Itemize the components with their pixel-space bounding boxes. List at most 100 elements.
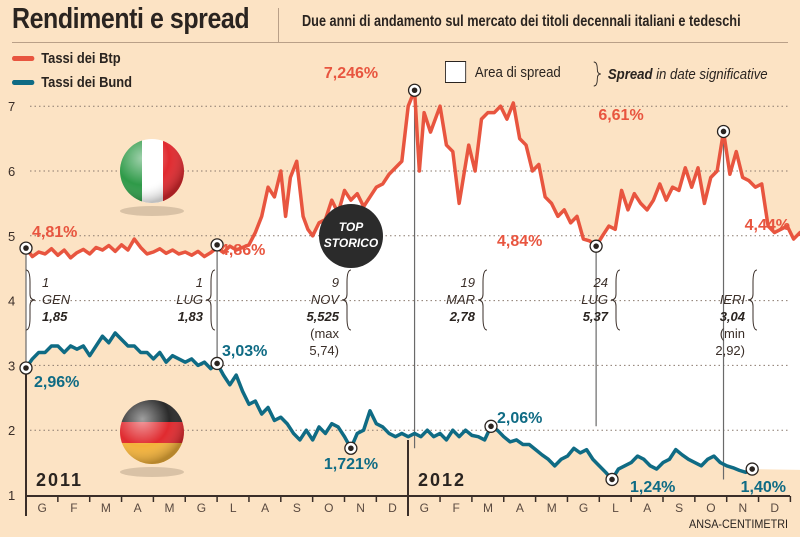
spread-brace xyxy=(747,269,758,331)
x-tick-label: M xyxy=(547,501,557,515)
year-label-2011: 2011 xyxy=(36,470,83,490)
x-tick-label: N xyxy=(738,501,747,515)
spread-value: 1,83 xyxy=(178,309,204,324)
badge-text: TOP xyxy=(339,220,364,234)
spread-area xyxy=(26,90,800,480)
y-tick-label: 7 xyxy=(8,99,15,114)
x-tick-label: A xyxy=(134,501,142,515)
header-rule xyxy=(12,42,788,43)
x-tick-label: S xyxy=(675,501,683,515)
data-marker-dot xyxy=(23,245,29,251)
legend-area-label: Area di spread xyxy=(474,63,561,81)
spread-day: 24 xyxy=(593,275,608,290)
data-marker-dot xyxy=(593,243,599,249)
data-marker-dot xyxy=(411,87,418,94)
data-marker-dot xyxy=(749,466,755,472)
spread-extra: 2,92) xyxy=(715,343,745,358)
btp-value-label: 6,61% xyxy=(598,107,643,124)
flag-shine xyxy=(120,400,184,464)
x-tick-label: O xyxy=(324,501,333,515)
spread-value: 1,85 xyxy=(42,309,68,324)
x-tick-label: M xyxy=(483,501,493,515)
spread-month: LUG xyxy=(581,292,608,307)
btp-value-label: 7,246% xyxy=(324,65,378,82)
btp-value-label: 4,86% xyxy=(220,242,265,259)
legend-btp-label: Tassi dei Btp xyxy=(41,50,121,67)
y-tick-label: 6 xyxy=(8,164,15,179)
brace-icon xyxy=(593,61,601,87)
btp-value-label: 4,44% xyxy=(745,217,790,234)
chart-title: Rendimenti e spread xyxy=(12,3,250,35)
x-tick-label: G xyxy=(197,501,206,515)
y-tick-label: 3 xyxy=(8,358,15,373)
data-marker-dot xyxy=(720,128,727,135)
legend-spread-dates: Spread in date significative xyxy=(592,61,768,87)
btp-value-label: 4,84% xyxy=(497,233,542,250)
spread-day: 9 xyxy=(332,275,339,290)
flag-shine xyxy=(120,139,184,203)
spread-month: NOV xyxy=(311,292,341,307)
data-marker-dot xyxy=(214,242,220,248)
x-tick-label: G xyxy=(37,501,46,515)
spread-month: MAR xyxy=(446,292,475,307)
x-tick-label: O xyxy=(706,501,715,515)
spread-brace xyxy=(25,269,36,331)
spread-value: 5,37 xyxy=(583,309,609,324)
bund-value-label: 2,06% xyxy=(497,410,542,427)
data-marker-dot xyxy=(348,445,354,452)
x-tick-label: M xyxy=(101,501,111,515)
btp-value-label: 4,81% xyxy=(32,224,77,241)
x-tick-label: A xyxy=(261,501,269,515)
x-tick-label: D xyxy=(770,501,779,515)
btp-line xyxy=(24,88,800,260)
x-tick-label: D xyxy=(388,501,397,515)
spread-brace xyxy=(341,269,352,331)
data-marker-dot xyxy=(488,423,494,430)
germany-flag-icon xyxy=(120,400,184,464)
spread-extra: 5,74) xyxy=(309,343,339,358)
data-marker-dot xyxy=(214,360,220,367)
spread-brace xyxy=(610,269,621,331)
x-tick-label: F xyxy=(453,501,460,515)
italy-flag-icon xyxy=(120,139,184,203)
flag-shadow xyxy=(120,467,184,477)
y-tick-label: 5 xyxy=(8,229,15,244)
spread-value: 3,04 xyxy=(720,309,746,324)
legend-spread-rest: in date significative xyxy=(656,65,768,83)
legend-area-swatch xyxy=(445,61,467,83)
legend-bund: Tassi dei Bund xyxy=(12,74,132,91)
bund-value-label: 1,721% xyxy=(324,456,378,473)
x-tick-label: L xyxy=(612,501,619,515)
y-tick-label: 4 xyxy=(8,294,15,309)
source-credit: ANSA-CENTIMETRI xyxy=(688,517,788,531)
legend-bund-label: Tassi dei Bund xyxy=(41,74,133,91)
bund-value-label: 1,40% xyxy=(741,479,786,496)
x-tick-label: G xyxy=(579,501,588,515)
flag-shadow xyxy=(120,206,184,216)
x-tick-label: M xyxy=(165,501,175,515)
x-tick-label: N xyxy=(356,501,365,515)
spread-value: 5,525 xyxy=(306,309,339,324)
spread-day: 19 xyxy=(461,275,475,290)
legend-spread-area: Area di spread xyxy=(445,61,561,83)
bund-value-label: 1,24% xyxy=(630,479,675,496)
legend-btp-swatch xyxy=(12,56,35,61)
top-storico-badge xyxy=(319,204,383,268)
y-tick-label: 1 xyxy=(8,488,15,503)
year-label-2012: 2012 xyxy=(418,470,466,490)
legend-bund-swatch xyxy=(12,80,35,85)
x-tick-label: S xyxy=(293,501,301,515)
spread-brace xyxy=(477,269,488,331)
legend-spread-bold: Spread xyxy=(607,65,653,83)
x-tick-label: L xyxy=(230,501,237,515)
x-tick-label: G xyxy=(420,501,429,515)
spread-month: GEN xyxy=(42,292,71,307)
data-marker-dot xyxy=(609,476,615,483)
data-marker-dot xyxy=(23,365,29,371)
bund-line xyxy=(24,331,753,482)
spread-value: 2,78 xyxy=(449,309,476,324)
chart-subtitle: Due anni di andamento sul mercato dei ti… xyxy=(302,13,741,30)
spread-brace xyxy=(205,269,216,331)
legend-btp: Tassi dei Btp xyxy=(12,50,121,67)
